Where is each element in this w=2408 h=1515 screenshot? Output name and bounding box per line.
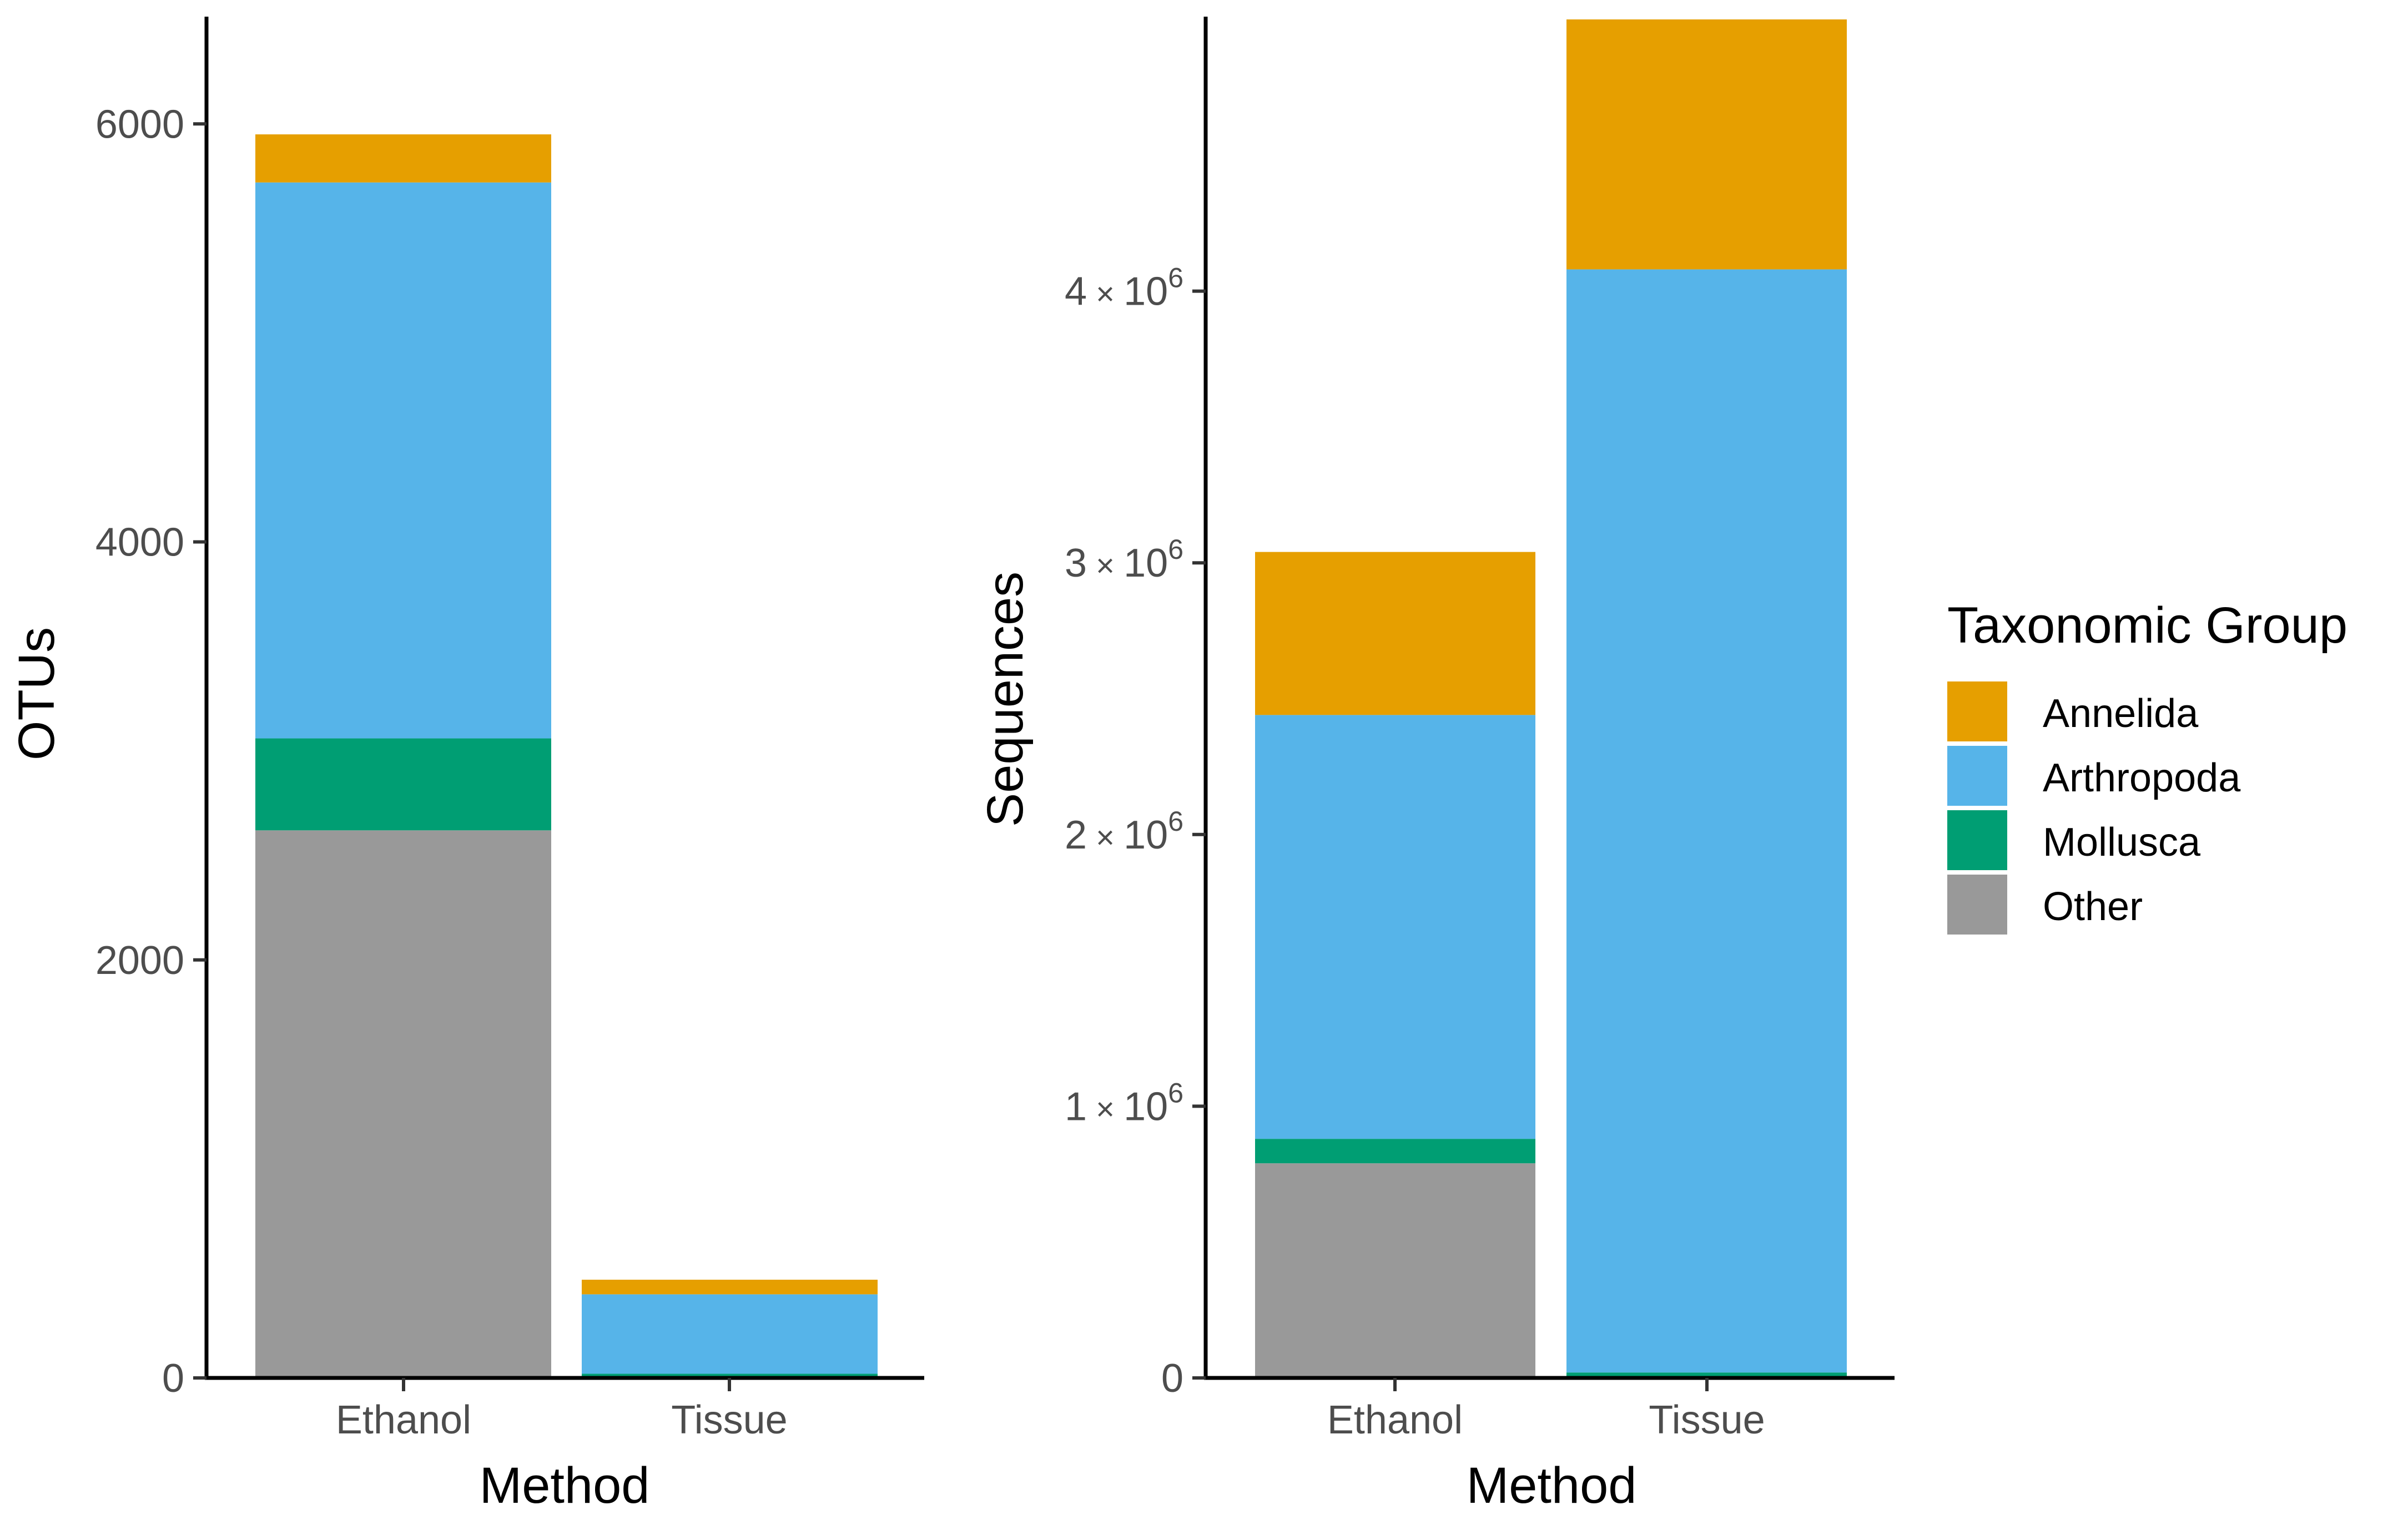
legend-swatch-annelida: [1947, 681, 2007, 741]
legend-item-annelida: Annelida: [1947, 681, 2199, 741]
legend-item-arthropoda: Arthropoda: [1947, 746, 2241, 806]
sequences-y-axis-title: Sequences: [977, 572, 1034, 827]
otus-y-tick-label: 6000: [95, 102, 184, 147]
otus-y-tick-label: 2000: [95, 938, 184, 983]
sequences-y-tick-label: 4 × 106: [1065, 262, 1183, 314]
otus-y-tick-label: 4000: [95, 521, 184, 565]
sequences-x-axis-title: Method: [1467, 1457, 1637, 1514]
legend-swatch-mollusca: [1947, 810, 2007, 870]
sequences-bar-tissue-mollusca: [1566, 1372, 1847, 1378]
otus-bar-ethanol-annelida: [255, 134, 551, 183]
legend-item-mollusca: Mollusca: [1947, 810, 2201, 870]
otus-panel: 0 2000 4000 6000 Ethanol Tissue Method OTUs: [8, 17, 924, 1514]
sequences-y-tick-label: 1 × 106: [1065, 1077, 1183, 1129]
legend-label-mollusca: Mollusca: [2043, 820, 2201, 865]
otus-axes: 0 2000 4000 6000 Ethanol Tissue: [95, 17, 924, 1442]
legend: Taxonomic Group Annelida Arthropoda Moll…: [1947, 597, 2347, 935]
otus-bar-ethanol-mollusca: [255, 738, 551, 831]
sequences-y-tick-label: 3 × 106: [1065, 534, 1183, 585]
otus-x-tick-label-tissue: Tissue: [671, 1398, 787, 1442]
otus-y-axis-title: OTUs: [8, 627, 65, 760]
sequences-x-tick-label-ethanol: Ethanol: [1327, 1398, 1463, 1442]
sequences-bar-tissue-annelida: [1566, 19, 1847, 270]
sequences-x-tick-label-tissue: Tissue: [1649, 1398, 1765, 1442]
legend-item-other: Other: [1947, 875, 2143, 935]
legend-title: Taxonomic Group: [1947, 597, 2347, 654]
otus-bar-tissue-annelida: [582, 1279, 878, 1295]
otus-bar-ethanol-arthropoda: [255, 182, 551, 739]
sequences-bar-ethanol-annelida: [1255, 552, 1535, 715]
sequences-bar-ethanol-other: [1255, 1163, 1535, 1378]
sequences-y-tick-label: 0: [1161, 1356, 1183, 1401]
otus-bar-ethanol-other: [255, 830, 551, 1378]
legend-label-other: Other: [2043, 885, 2143, 929]
legend-swatch-arthropoda: [1947, 746, 2007, 806]
legend-swatch-other: [1947, 875, 2007, 935]
sequences-bar-ethanol-mollusca: [1255, 1139, 1535, 1164]
sequences-axes: 0 1 × 106 2 × 106 3 × 106 4 × 106 Ethanol Tiss…: [1065, 17, 1895, 1442]
legend-label-arthropoda: Arthropoda: [2043, 756, 2241, 800]
sequences-bar-tissue-arthropoda: [1566, 269, 1847, 1373]
sequences-panel: 0 1 × 106 2 × 106 3 × 106 4 × 106 Ethanol Tiss…: [977, 17, 1895, 1514]
sequences-bars: [1255, 19, 1847, 1378]
sequences-bar-ethanol-arthropoda: [1255, 715, 1535, 1139]
otus-bar-tissue-arthropoda: [582, 1294, 878, 1374]
otus-bars: [255, 134, 878, 1378]
otus-x-tick-label-ethanol: Ethanol: [336, 1398, 471, 1442]
otus-x-axis-title: Method: [480, 1457, 650, 1514]
sequences-y-tick-label: 2 × 106: [1065, 806, 1183, 857]
otus-bar-tissue-mollusca: [582, 1373, 878, 1378]
legend-label-annelida: Annelida: [2043, 691, 2199, 736]
otus-y-tick-label: 0: [162, 1356, 184, 1401]
